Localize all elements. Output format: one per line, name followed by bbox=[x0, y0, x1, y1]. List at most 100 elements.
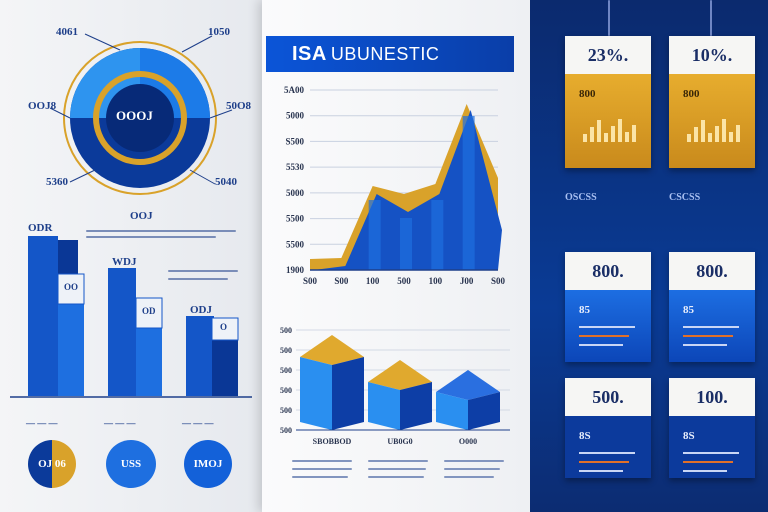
y-tick-label: 5000 bbox=[286, 111, 305, 121]
stat-card-caption: OSCSS bbox=[565, 192, 597, 203]
section-title-3: — — — bbox=[182, 418, 214, 428]
stat-card-label: 8S bbox=[579, 430, 591, 442]
stat-card-caption: CSCSS bbox=[669, 192, 701, 203]
skyline-bar bbox=[736, 125, 740, 142]
stat-card-body: 8S bbox=[669, 416, 755, 478]
y-tick-label: 5500 bbox=[286, 214, 305, 224]
skyline-bar bbox=[611, 126, 615, 142]
stat-card-body: 8S bbox=[565, 416, 651, 478]
text-line bbox=[292, 460, 352, 462]
stat-circle-3: IMOJ bbox=[184, 440, 232, 488]
stat-circle-2: USS bbox=[106, 440, 156, 488]
skyline-bar bbox=[715, 126, 719, 142]
y-tick-label: 500 bbox=[280, 346, 292, 355]
stat-card: 500. 8S bbox=[565, 378, 651, 478]
left-bar-label-2: WDJ bbox=[112, 256, 137, 268]
skyline-bar bbox=[701, 120, 705, 142]
stat-card-value: 23%. bbox=[565, 36, 651, 74]
donut-label-2: 1050 bbox=[208, 26, 230, 38]
skyline-bar bbox=[722, 119, 726, 142]
text-line bbox=[168, 270, 238, 272]
stat-card-value: 800. bbox=[565, 252, 651, 290]
donut-outer-ring bbox=[63, 41, 217, 195]
prism-left-face bbox=[300, 357, 332, 430]
area-series-blue bbox=[310, 110, 502, 270]
hanger-line bbox=[710, 0, 712, 36]
stat-card: 800. 85 bbox=[565, 252, 651, 362]
text-line bbox=[683, 461, 733, 463]
stat-card-value: 10%. bbox=[669, 36, 755, 74]
prism-left-face bbox=[436, 392, 468, 430]
stat-circle-1-value: OJ bbox=[38, 458, 53, 470]
left-bar-label-3: ODJ bbox=[190, 304, 212, 316]
area-column bbox=[462, 116, 475, 270]
stat-card-body: 800 bbox=[565, 74, 651, 168]
x-tick-label: J00 bbox=[460, 276, 474, 286]
donut-center-label: OOOJ bbox=[116, 108, 153, 123]
text-line bbox=[579, 470, 623, 472]
prism-chart: 500 500 500 500 500 500 SBOBBOD UB0G0 O000 bbox=[280, 326, 510, 446]
text-line bbox=[368, 468, 426, 470]
skyline-bar bbox=[590, 127, 594, 142]
x-tick-label: 500 bbox=[397, 276, 411, 286]
bar-cube-2 bbox=[135, 297, 163, 329]
y-tick-label: 5530 bbox=[286, 162, 305, 172]
y-tick-label: 500 bbox=[280, 326, 292, 335]
text-line bbox=[292, 468, 352, 470]
stat-card: 800. 85 bbox=[669, 252, 755, 362]
skyline-bar bbox=[625, 132, 629, 142]
text-line bbox=[168, 278, 228, 280]
stat-circle-1-sub: 06 bbox=[54, 458, 66, 470]
stat-card-label: 8S bbox=[683, 430, 695, 442]
text-line bbox=[368, 476, 424, 478]
donut-segment-1 bbox=[140, 48, 210, 118]
skyline-bar bbox=[632, 125, 636, 142]
left-bar-5 bbox=[186, 316, 214, 396]
cube-value-3: O bbox=[220, 322, 228, 332]
skyline-bar bbox=[729, 132, 733, 142]
prism-category-label: UB0G0 bbox=[387, 437, 412, 446]
donut-segment-2 bbox=[70, 48, 140, 118]
stat-card-value: 800. bbox=[669, 252, 755, 290]
area-column bbox=[431, 200, 444, 270]
stat-card-body: 800 bbox=[669, 74, 755, 168]
stat-card-label: 800 bbox=[579, 88, 596, 100]
prism-top bbox=[300, 335, 364, 365]
donut-label-6: 5040 bbox=[215, 176, 237, 188]
stat-card-value: 100. bbox=[669, 378, 755, 416]
y-tick-label: 5500 bbox=[286, 239, 305, 249]
y-tick-label: 500 bbox=[280, 426, 292, 435]
chart-title-band: ISA UBUNESTIC bbox=[266, 36, 514, 72]
text-line bbox=[444, 476, 494, 478]
x-tick-label: S00 bbox=[491, 276, 506, 286]
stat-circle-1: OJ 06 bbox=[28, 440, 76, 488]
prism-right-face bbox=[468, 392, 500, 430]
text-line bbox=[683, 326, 739, 328]
cube-value-2: OD bbox=[142, 306, 156, 316]
x-tick-label: S00 bbox=[334, 276, 349, 286]
prism-left-face bbox=[368, 382, 400, 430]
prism-category-label: SBOBBOD bbox=[313, 437, 352, 446]
donut-label-4: 50O8 bbox=[226, 100, 252, 112]
text-line bbox=[368, 460, 428, 462]
donut-label-1: 4061 bbox=[56, 26, 78, 38]
stat-card-body: 85 bbox=[669, 290, 755, 362]
y-tick-label: 500 bbox=[280, 386, 292, 395]
section-title-1: — — — bbox=[26, 418, 58, 428]
prism-category-label: O000 bbox=[459, 437, 477, 446]
text-line bbox=[86, 236, 216, 238]
y-tick-label: S500 bbox=[285, 136, 304, 146]
bar-cube-3 bbox=[211, 317, 239, 341]
y-tick-label: 5000 bbox=[286, 188, 305, 198]
bar-cube-1 bbox=[57, 273, 85, 305]
text-line bbox=[579, 326, 635, 328]
stat-card-label: 85 bbox=[683, 304, 694, 316]
donut-center bbox=[106, 84, 174, 152]
prism-top bbox=[436, 370, 500, 400]
title-part-2: UBUNESTIC bbox=[330, 43, 440, 64]
stat-card-label: 800 bbox=[683, 88, 700, 100]
left-bar-3 bbox=[108, 268, 136, 396]
skyline-bar bbox=[694, 127, 698, 142]
y-tick-label: 5A00 bbox=[284, 85, 304, 95]
